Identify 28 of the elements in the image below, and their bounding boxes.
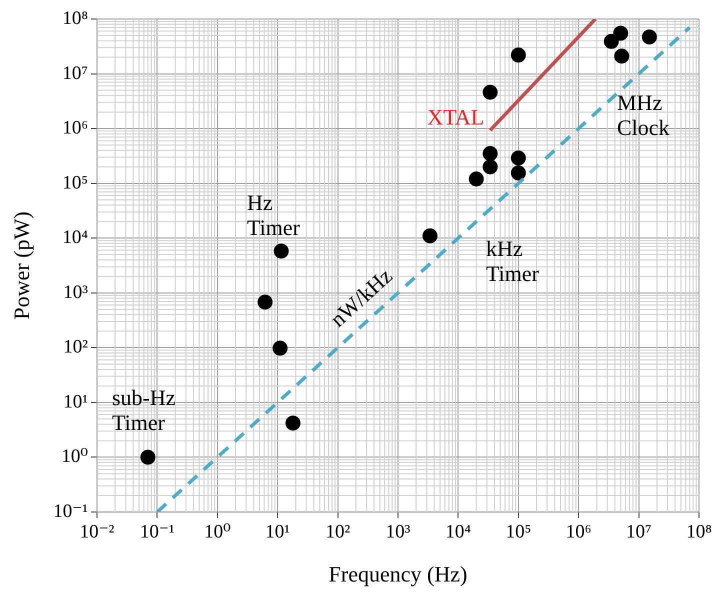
series-label: XTAL [427, 104, 484, 130]
x-tick-label: 10⁴ [445, 521, 472, 542]
y-tick-label: 10⁻¹ [53, 500, 88, 522]
x-tick-label: 10⁷ [626, 521, 652, 542]
x-axis-title: Frequency (Hz) [328, 562, 468, 587]
x-tick-label: 10¹ [265, 521, 290, 542]
x-tick-label: 10⁸ [686, 521, 712, 542]
x-tick-label: 10⁵ [506, 521, 532, 542]
annotation: MHz Clock [617, 90, 670, 140]
x-tick-label: 10² [325, 521, 350, 542]
annotation: Hz Timer [247, 190, 301, 240]
y-tick-label: 10² [63, 336, 88, 358]
x-tick-label: 10⁰ [204, 521, 232, 542]
x-tick-label: 10³ [386, 521, 411, 542]
y-tick-label: 10⁴ [62, 227, 88, 248]
y-tick-label: 10⁸ [62, 8, 88, 29]
annotation: sub-Hz Timer [112, 385, 176, 435]
y-tick-label: 10³ [63, 282, 88, 303]
x-tick-label: 10⁻¹ [140, 521, 175, 542]
annotation: kHz Timer [486, 236, 540, 286]
y-tick-label: 10¹ [63, 391, 88, 412]
y-axis-title: Power (pW) [8, 211, 34, 320]
y-tick-label: 10⁷ [62, 62, 88, 84]
y-tick-label: 10⁵ [62, 172, 88, 194]
x-tick-label: 10⁶ [566, 521, 592, 542]
x-tick-label: 10⁻² [80, 521, 115, 542]
y-tick-label: 10⁰ [61, 446, 88, 468]
y-tick-label: 10⁶ [62, 118, 88, 139]
